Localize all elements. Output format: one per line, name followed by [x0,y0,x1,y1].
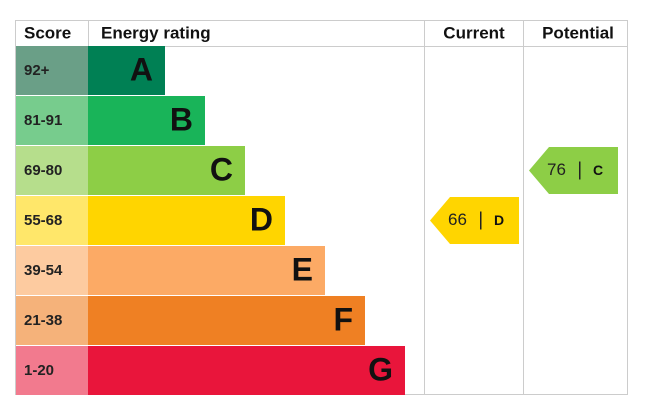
rating-letter: D [250,201,273,237]
rating-letter: E [292,251,313,287]
separator [480,211,482,230]
rating-letter: C [210,151,233,187]
score-cell [16,146,88,195]
score-cell [16,196,88,245]
rating-bar [88,146,245,195]
rating-letter: F [333,301,353,337]
rating-bar [88,96,205,145]
score-range: 21-38 [24,312,62,329]
current-arrow [430,197,519,244]
score-range: 39-54 [24,262,63,279]
rating-bar [88,296,365,345]
score-cell [16,96,88,145]
score-range: 92+ [24,62,50,79]
separator [579,161,581,180]
score-cell [16,46,88,95]
header-current: Current [443,23,505,42]
header-energy-rating: Energy rating [101,23,211,42]
rating-bar [88,46,165,95]
rating-bar [88,246,325,295]
potential-rating: C [593,162,603,178]
score-range: 69-80 [24,162,62,179]
score-range: 1-20 [24,362,54,379]
header-potential: Potential [542,23,614,42]
current-rating: D [494,212,504,228]
score-cell [16,246,88,295]
rating-bar [88,346,405,395]
rating-letter: G [368,351,393,387]
current-value: 66 [448,210,467,229]
header-score: Score [24,23,71,42]
score-cell [16,296,88,345]
potential-arrow [529,147,618,194]
rating-letter: A [130,51,153,87]
score-cell [16,346,88,395]
score-range: 81-91 [24,112,62,129]
rating-letter: B [170,101,193,137]
rating-bar [88,196,285,245]
score-range: 55-68 [24,212,62,229]
potential-value: 76 [547,160,566,179]
